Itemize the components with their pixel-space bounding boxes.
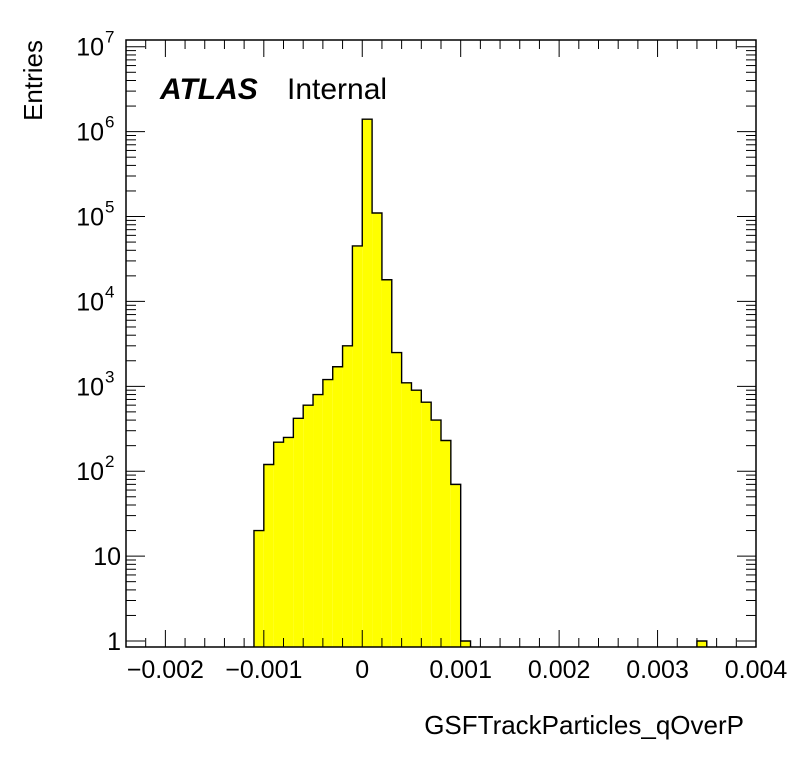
histogram-bin bbox=[381, 279, 392, 647]
y-tick-exponent: 2 bbox=[105, 452, 114, 471]
x-tick-label: 0.001 bbox=[429, 656, 492, 684]
y-tick-label: 10 bbox=[76, 34, 104, 62]
y-tick-exponent: 7 bbox=[105, 28, 114, 47]
histogram-bin bbox=[401, 382, 412, 647]
histogram-bin bbox=[273, 442, 284, 647]
histogram-bin bbox=[253, 530, 264, 647]
histogram-bin bbox=[411, 390, 422, 647]
histogram-bin bbox=[303, 405, 314, 647]
x-tick-label: 0.003 bbox=[626, 656, 689, 684]
histogram-bin bbox=[352, 245, 363, 647]
histogram-bin bbox=[372, 213, 382, 647]
histogram-bin bbox=[391, 352, 402, 647]
histogram-bin bbox=[342, 345, 353, 647]
histogram-bin bbox=[421, 402, 432, 647]
histogram-bin bbox=[441, 440, 451, 647]
histogram-bin bbox=[263, 464, 274, 647]
x-axis-title: GSFTrackParticles_qOverP bbox=[424, 710, 744, 740]
histogram-bars bbox=[253, 119, 707, 647]
internal-label: Internal bbox=[287, 73, 387, 106]
histogram-bin bbox=[313, 394, 323, 647]
x-tick-label: 0.004 bbox=[725, 656, 788, 684]
x-axis-ticks bbox=[125, 40, 757, 647]
histogram-bin bbox=[332, 366, 343, 647]
y-tick-exponent: 6 bbox=[105, 113, 114, 132]
x-tick-label: 0.002 bbox=[528, 656, 591, 684]
atlas-label: ATLAS bbox=[159, 73, 258, 106]
histogram-bin bbox=[293, 418, 304, 647]
histogram-bin bbox=[431, 420, 441, 647]
y-tick-exponent: 3 bbox=[105, 367, 114, 386]
y-axis-ticks bbox=[126, 46, 756, 642]
y-tick-label: 10 bbox=[76, 204, 104, 232]
x-tick-label: −0.002 bbox=[127, 656, 204, 684]
y-tick-label: 1 bbox=[107, 628, 121, 656]
x-tick-label: 0 bbox=[355, 656, 369, 684]
y-tick-label: 10 bbox=[76, 288, 104, 316]
histogram-bin bbox=[460, 641, 471, 647]
y-tick-label: 10 bbox=[76, 373, 104, 401]
histogram-bin bbox=[322, 379, 333, 647]
y-tick-label: 10 bbox=[76, 458, 104, 486]
histogram-bin bbox=[450, 484, 461, 647]
histogram-bin bbox=[283, 437, 294, 647]
histogram-bin bbox=[696, 641, 707, 647]
histogram-bin bbox=[362, 119, 373, 647]
x-axis-tick-labels: −0.002 −0.001 0 0.001 0.002 0.003 0.004 bbox=[127, 656, 788, 684]
y-axis-title: Entries bbox=[18, 40, 48, 121]
y-tick-exponent: 5 bbox=[105, 198, 114, 217]
y-tick-label: 10 bbox=[76, 119, 104, 147]
y-tick-exponent: 4 bbox=[105, 282, 114, 301]
x-tick-label: −0.001 bbox=[225, 656, 302, 684]
y-tick-label: 10 bbox=[93, 543, 121, 571]
